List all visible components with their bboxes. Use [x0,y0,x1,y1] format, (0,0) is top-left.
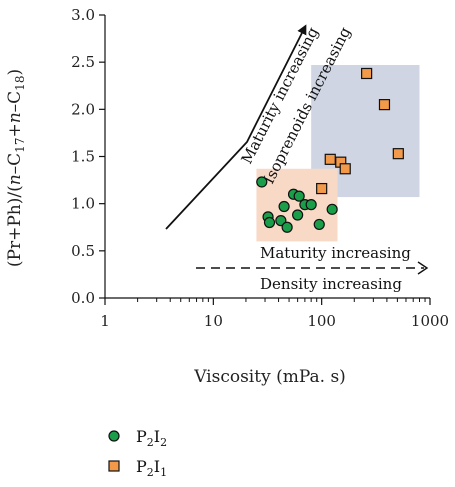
point-p2i1 [324,153,336,165]
point-p2i2 [293,190,305,202]
y-axis-ticks: 0.0 0.5 1.0 1.5 2.0 2.5 3.0 [71,6,105,307]
dashed-arrow-head [417,261,429,275]
y-tick-label: 0.0 [71,289,95,307]
point-p2i2 [256,176,268,188]
legend-label-p2i2: P2I2 [136,427,167,449]
point-p2i1 [361,67,373,80]
point-p2i2 [281,221,293,233]
trend-arrow [165,24,307,230]
point-p2i2 [278,200,290,213]
point-p2i2 [313,218,325,231]
y-tick-label: 1.5 [71,148,95,166]
x-tick-label: 10 [204,312,223,330]
x-axis-ticks: 1 10 100 1000 [100,298,449,330]
legend-marker-p2i1 [108,460,120,472]
legend-marker-p2i2 [108,430,120,442]
highlight-regions [256,64,420,242]
x-tick-label: 100 [307,312,336,330]
point-p2i2 [263,216,276,229]
y-tick-label: 1.0 [71,195,95,213]
y-tick-label: 0.5 [71,242,95,260]
x-axis-title: Viscosity (mPa. s) [193,367,346,387]
maturity-horizontal-label: Maturity increasing [260,244,411,262]
point-p2i2 [292,209,304,221]
point-p2i1 [378,99,391,111]
point-p2i1 [339,163,351,175]
point-p2i2 [305,199,317,211]
data-points [256,67,404,233]
y-axis-title: (Pr+Ph)/(n–C17+n–C18) [5,69,27,267]
highlight-region [256,168,338,242]
density-horizontal-label: Density increasing [260,275,402,293]
point-p2i1 [316,182,328,195]
y-tick-label: 2.5 [71,53,95,71]
legend-label-p2i1: P2I1 [136,457,167,479]
x-tick-label: 1 [100,312,110,330]
point-p2i1 [392,148,404,160]
x-tick-label: 1000 [411,312,449,330]
y-tick-label: 3.0 [71,6,95,24]
y-tick-label: 2.0 [71,100,95,118]
legend: P2I2 P2I1 [108,427,167,479]
point-p2i2 [326,203,338,215]
